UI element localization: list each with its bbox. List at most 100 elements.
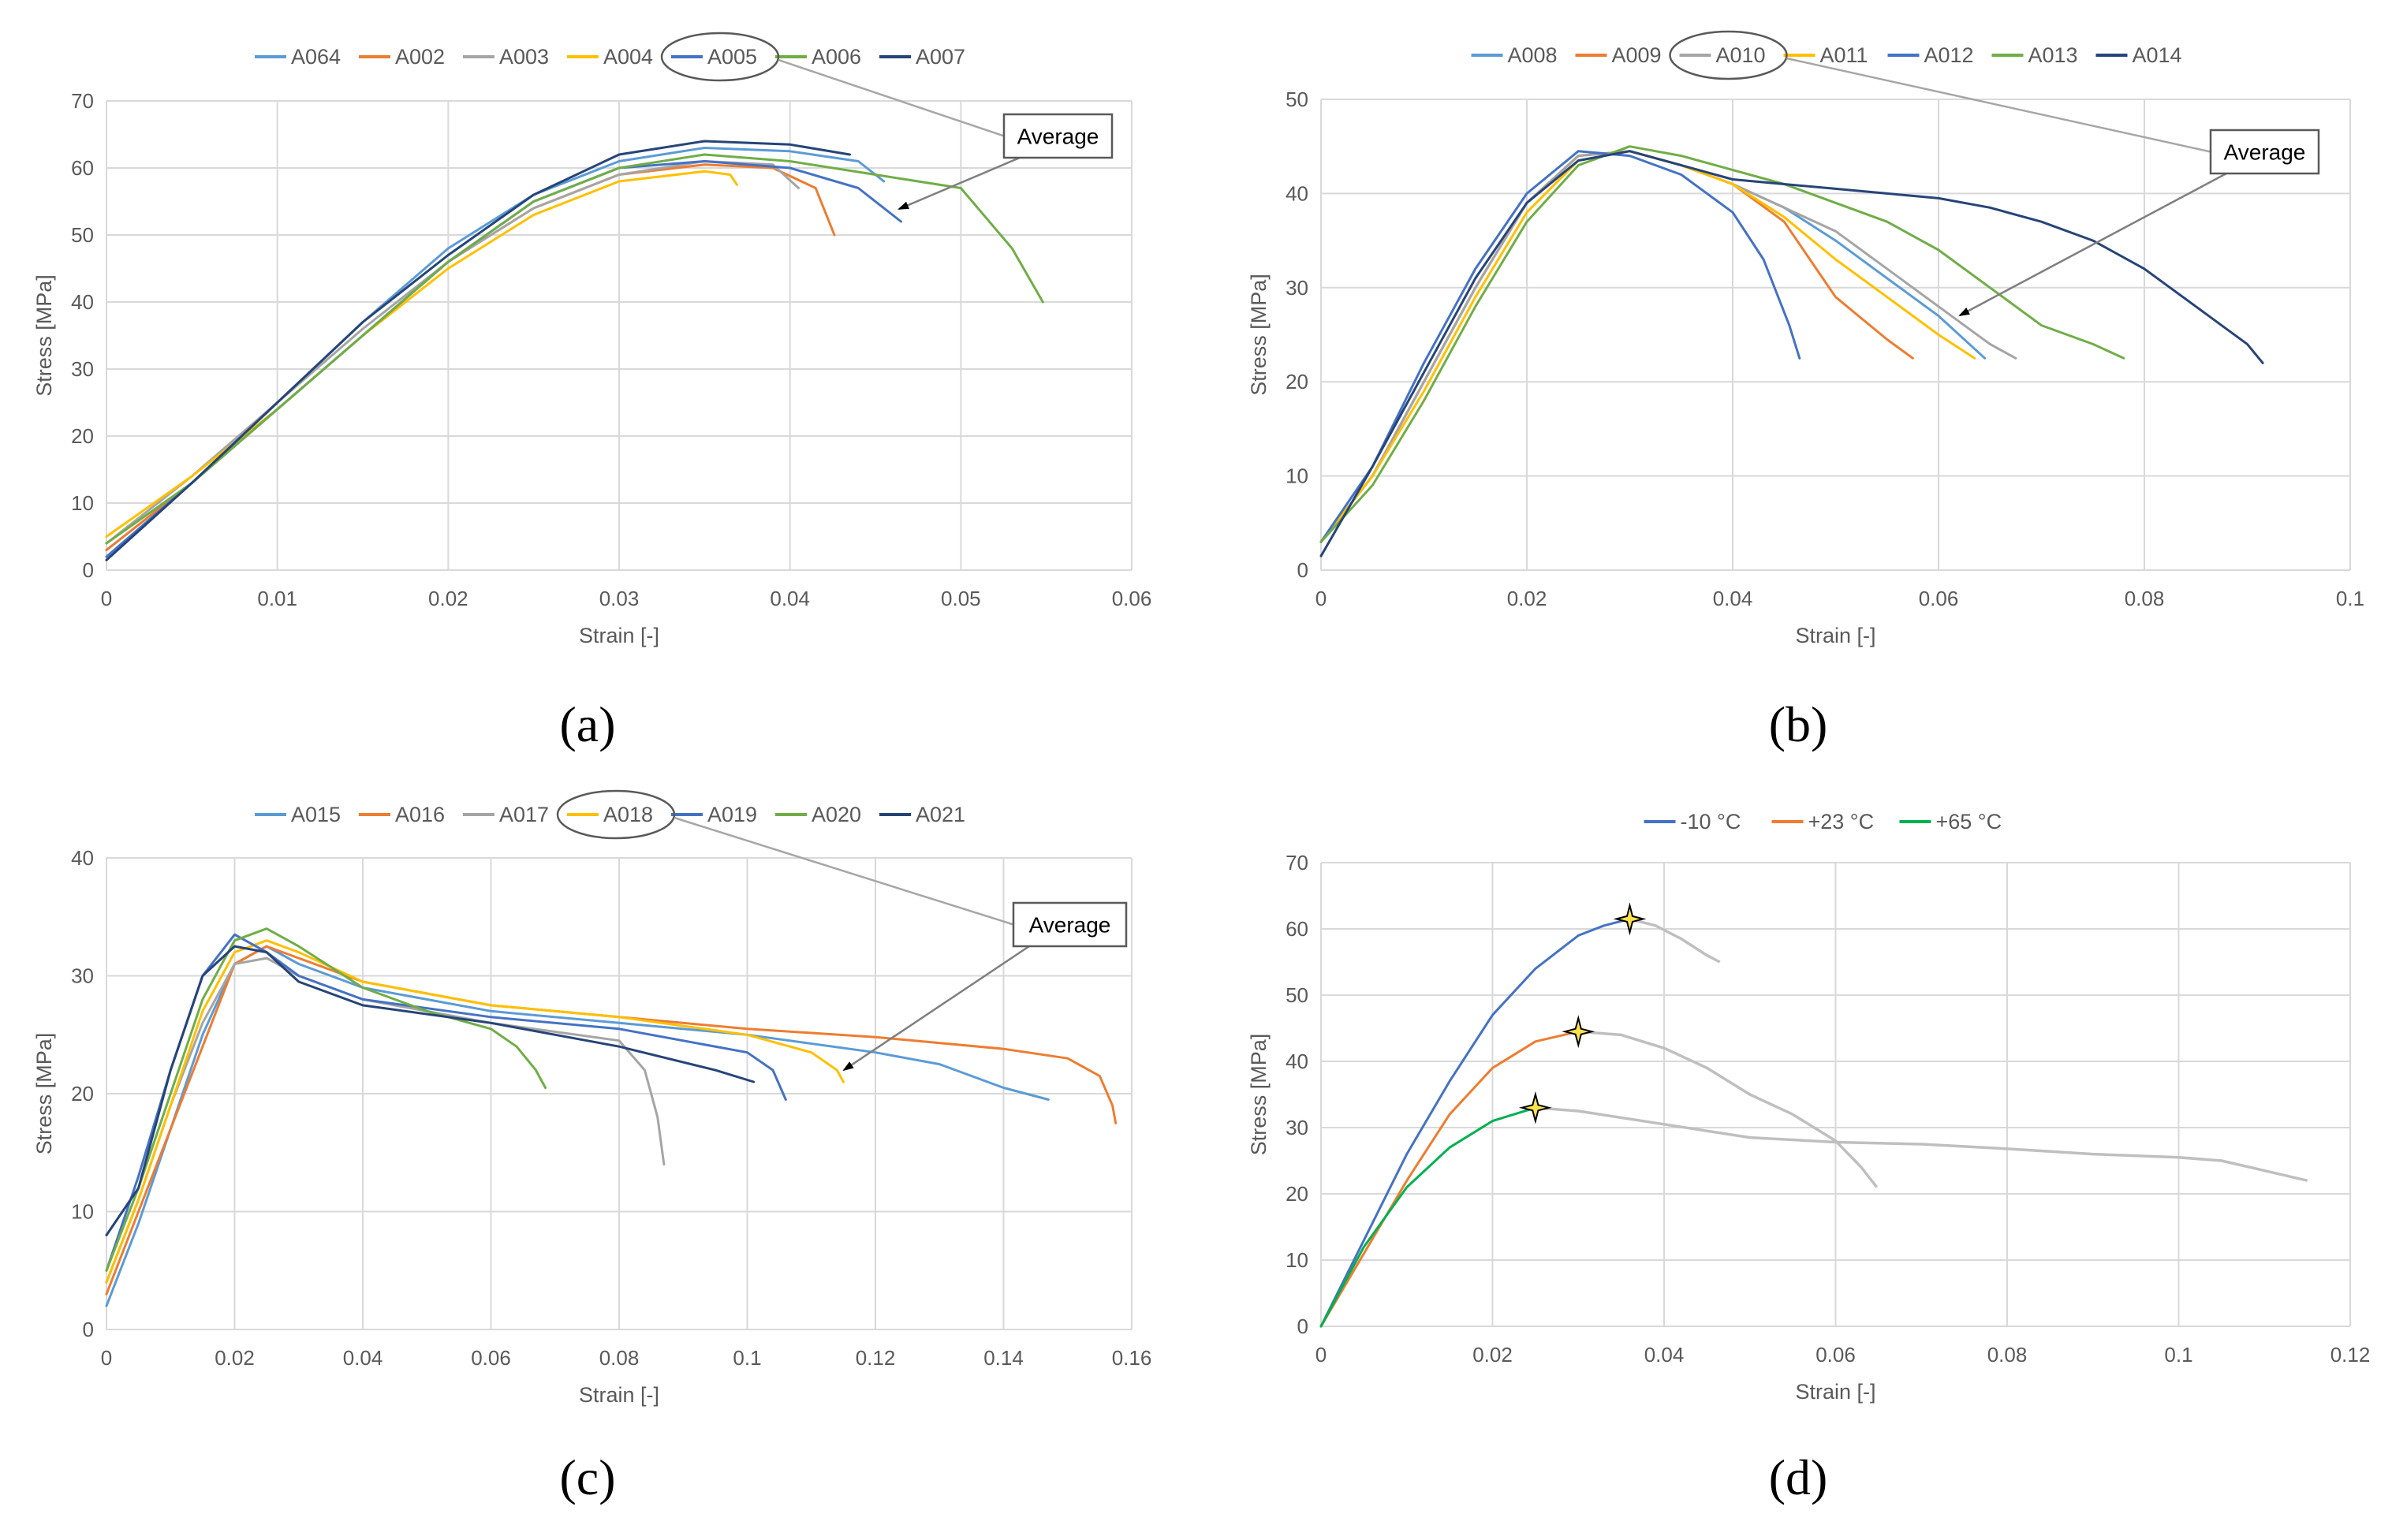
annotation-text: Average [1029, 913, 1111, 938]
peak-star-marker [1613, 902, 1647, 936]
series-line [105, 160, 902, 558]
annotation-leader [1786, 57, 2211, 153]
x-tick-label: 0.08 [599, 1346, 640, 1370]
series-line [105, 927, 547, 1272]
series-line [1319, 145, 2125, 543]
x-tick-label: 0.1 [2164, 1343, 2192, 1367]
x-axis-label: Strain [-] [579, 624, 659, 647]
legend-label: A064 [291, 45, 341, 69]
y-tick-label: 20 [1286, 370, 1308, 393]
x-tick-label: 0.04 [1713, 587, 1753, 610]
x-tick-label: 0.08 [2125, 587, 2165, 610]
y-tick-label: 10 [1286, 1248, 1308, 1272]
x-tick-label: 0.12 [856, 1346, 896, 1370]
x-tick-label: 0.06 [471, 1346, 511, 1370]
x-tick-label: 0.06 [1112, 587, 1152, 610]
x-tick-label: 0.14 [983, 1346, 1024, 1370]
y-tick-label: 0 [83, 1318, 94, 1341]
y-tick-label: 0 [1297, 1314, 1308, 1338]
y-tick-label: 40 [1286, 181, 1308, 205]
series-tail-line [1578, 1030, 1879, 1188]
x-tick-label: 0.01 [257, 587, 297, 610]
series-line [105, 160, 800, 545]
annotation-arrow [1958, 172, 2227, 317]
y-tick-label: 60 [1286, 917, 1308, 941]
legend-label: A018 [603, 803, 653, 826]
peak-star-marker [1518, 1091, 1552, 1124]
y-tick-label: 40 [1286, 1050, 1308, 1073]
legend-label: A020 [812, 803, 861, 826]
y-tick-label: 20 [71, 424, 94, 448]
legend-label: A014 [2133, 43, 2182, 67]
y-tick-label: 30 [1286, 276, 1308, 300]
x-tick-label: 0.16 [1112, 1346, 1152, 1370]
x-tick-label: 0.04 [770, 587, 810, 610]
legend-label: A008 [1508, 43, 1558, 67]
panel-label: (a) [559, 696, 615, 752]
annotation-ellipse [556, 789, 676, 840]
x-tick-label: 0 [1315, 1343, 1327, 1367]
legend-label: A013 [2028, 43, 2078, 67]
series-line [105, 945, 1118, 1296]
chart-panel-4: 0 10 20 30 40 50 60 70 0 0.02 0.04 0.06 0.08 0.1 0.12 S… [1247, 810, 2370, 1505]
legend-label: A003 [499, 45, 549, 69]
x-tick-label: 0.02 [215, 1346, 255, 1370]
series-line [105, 147, 886, 551]
x-tick-label: 0.03 [599, 587, 640, 610]
chart-panel-1: 0 10 20 30 40 50 60 70 0 0.01 0.02 0.03 0.04 0.05 0.06… [32, 32, 1152, 752]
legend: A008 A009 A010 A011 A012 A013 A014 [1471, 43, 2182, 67]
y-tick-label: 10 [71, 491, 94, 515]
peak-star-marker [1562, 1015, 1595, 1049]
x-tick-label: 0.02 [1507, 587, 1547, 610]
legend-label: A015 [291, 803, 341, 826]
series-tail-line [1629, 917, 1721, 964]
y-tick-label: 10 [1286, 464, 1308, 488]
x-axis-label: Strain [-] [1795, 1380, 1875, 1404]
annotation-ellipse [660, 32, 780, 82]
y-tick-label: 70 [1286, 851, 1308, 874]
x-tick-label: 0.06 [1815, 1343, 1856, 1367]
series-line [1319, 917, 1631, 1328]
y-tick-label: 0 [1297, 558, 1308, 582]
legend-label: A002 [395, 45, 445, 69]
legend-label: A009 [1612, 43, 1662, 67]
y-axis-label: Stress [MPa] [1247, 1034, 1271, 1156]
legend-label: A012 [1924, 43, 1974, 67]
legend: A064 A002 A003 A004 A005 A006 A007 [255, 45, 965, 69]
x-tick-label: 0.02 [1472, 1343, 1513, 1367]
y-tick-label: 50 [71, 223, 94, 247]
x-tick-label: 0.08 [1987, 1343, 2028, 1367]
legend-label: -10 °C [1681, 810, 1741, 833]
series-line [105, 140, 851, 561]
legend: A015 A016 A017 A018 A019 A020 A021 [255, 803, 965, 826]
series-line [105, 153, 1044, 545]
annotation-text: Average [1017, 125, 1099, 149]
panel-label: (b) [1769, 696, 1828, 752]
series-line [105, 933, 787, 1272]
series-line [105, 956, 666, 1284]
x-tick-label: 0.04 [343, 1346, 383, 1370]
series-line [105, 939, 845, 1284]
annotation-box [2209, 129, 2320, 175]
series-line [1319, 150, 2017, 543]
series-line [1319, 1030, 1580, 1328]
legend: -10 °C +23 °C +65 °C [1644, 810, 2002, 833]
legend-label: +65 °C [1936, 810, 2002, 833]
y-tick-label: 10 [71, 1200, 94, 1224]
annotation-box [1012, 901, 1128, 948]
legend-label: +23 °C [1808, 810, 1875, 833]
x-tick-label: 0.1 [2336, 587, 2364, 610]
annotation-text: Average [2224, 140, 2306, 165]
series-line [1319, 150, 1801, 543]
legend-label: A010 [1716, 43, 1766, 67]
x-tick-label: 0.02 [428, 587, 468, 610]
legend-label: A021 [916, 803, 965, 826]
legend-label: A011 [1820, 43, 1868, 67]
y-tick-label: 50 [1286, 983, 1308, 1007]
annotation-ellipse [1669, 30, 1788, 80]
x-tick-label: 0 [101, 587, 112, 610]
annotation-leader [778, 58, 1005, 137]
legend-label: A017 [499, 803, 549, 826]
legend-label: A004 [603, 45, 653, 69]
y-tick-label: 40 [71, 290, 94, 314]
